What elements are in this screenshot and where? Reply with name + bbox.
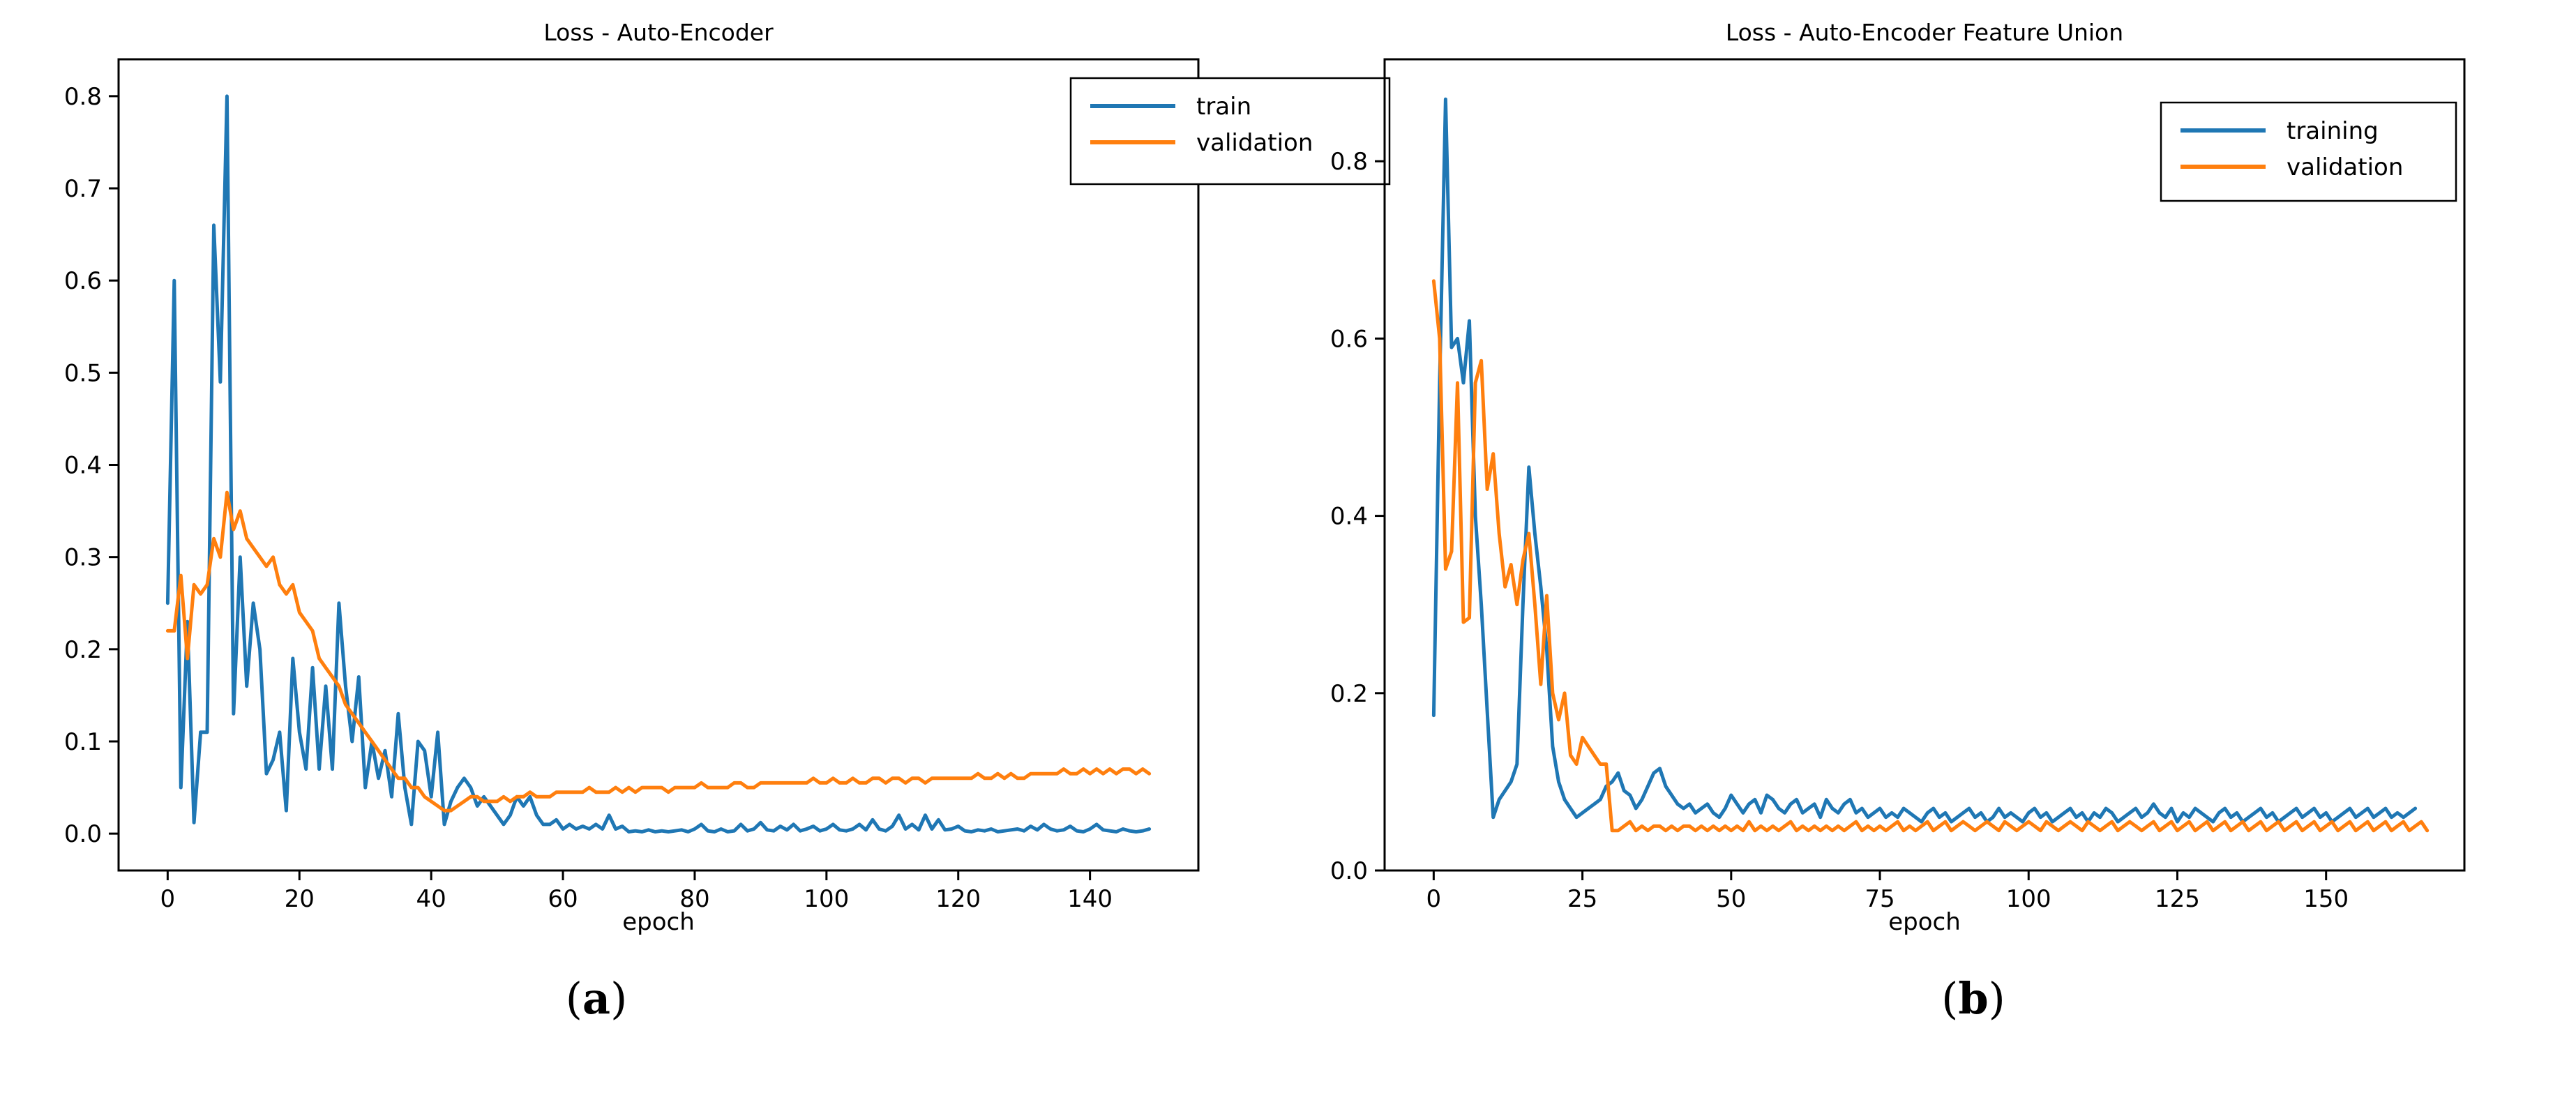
series-line-validation bbox=[1431, 279, 2430, 833]
plot-frame bbox=[1383, 58, 2466, 872]
x-tick-label: 100 bbox=[2006, 885, 2051, 913]
y-tick-label: 0.0 bbox=[64, 820, 102, 848]
x-tick-label: 25 bbox=[1567, 885, 1597, 913]
series-line-validation bbox=[165, 490, 1152, 813]
x-tick-label: 75 bbox=[1865, 885, 1895, 913]
panel-label-b: (b) bbox=[1941, 973, 2005, 1024]
y-tick-label: 0.6 bbox=[1330, 325, 1368, 353]
x-tick-label: 150 bbox=[2303, 885, 2349, 913]
legend-label-validation: validation bbox=[2287, 153, 2403, 181]
y-tick-label: 0.2 bbox=[1330, 680, 1368, 708]
y-tick-label: 0.4 bbox=[1330, 503, 1368, 531]
y-tick-label: 0.1 bbox=[64, 728, 102, 756]
legend-label-validation: validation bbox=[1196, 129, 1313, 157]
y-tick-label: 0.3 bbox=[64, 544, 102, 572]
x-axis-label: epoch bbox=[622, 908, 695, 936]
chart-title: Loss - Auto-Encoder bbox=[543, 19, 774, 46]
x-tick-label: 50 bbox=[1716, 885, 1746, 913]
series-line-train bbox=[165, 94, 1152, 834]
x-tick-label: 20 bbox=[285, 885, 315, 913]
panel-label-a: (a) bbox=[565, 973, 628, 1024]
x-tick-label: 140 bbox=[1067, 885, 1113, 913]
x-axis-label: epoch bbox=[1888, 908, 1961, 936]
legend-label-train: train bbox=[1196, 93, 1251, 121]
legend-label-training: training bbox=[2287, 117, 2379, 145]
legend-box bbox=[2160, 101, 2457, 202]
y-tick-label: 0.4 bbox=[64, 452, 102, 480]
x-tick-label: 0 bbox=[1426, 885, 1442, 913]
chart-title: Loss - Auto-Encoder Feature Union bbox=[1726, 19, 2123, 46]
series-line-training bbox=[1431, 97, 2418, 824]
legend-box bbox=[1069, 77, 1391, 186]
y-tick-label: 0.2 bbox=[64, 636, 102, 664]
x-tick-label: 100 bbox=[804, 885, 849, 913]
x-tick-label: 40 bbox=[416, 885, 446, 913]
y-tick-label: 0.8 bbox=[64, 83, 102, 111]
y-tick-label: 0.7 bbox=[64, 175, 102, 203]
x-tick-label: 60 bbox=[548, 885, 578, 913]
y-tick-label: 0.5 bbox=[64, 359, 102, 387]
x-tick-label: 0 bbox=[160, 885, 176, 913]
x-tick-label: 120 bbox=[935, 885, 981, 913]
x-tick-label: 125 bbox=[2155, 885, 2200, 913]
x-tick-label: 80 bbox=[679, 885, 709, 913]
y-tick-label: 0.0 bbox=[1330, 857, 1368, 885]
y-tick-label: 0.8 bbox=[1330, 148, 1368, 176]
y-tick-label: 0.6 bbox=[64, 267, 102, 295]
